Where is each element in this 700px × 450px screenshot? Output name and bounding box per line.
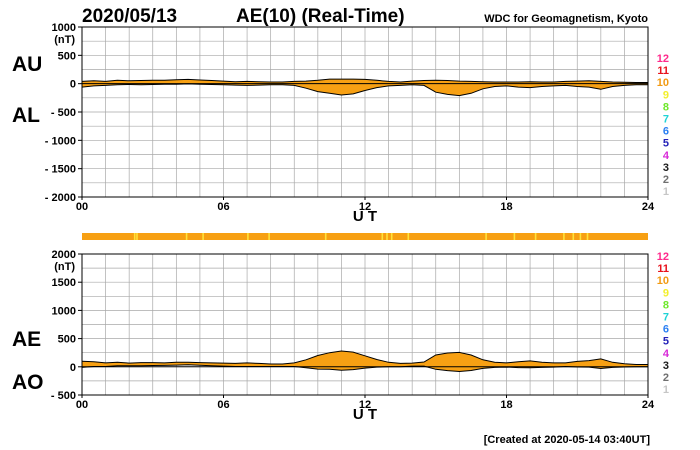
ae-ao-xtick-label: 12 <box>359 399 371 411</box>
coverage-highlight-tick <box>386 233 388 240</box>
au-al-xtick-label: 06 <box>217 201 229 213</box>
ae-ao-y-axis: 2000 1500 1000 500 0 - 500 <box>51 249 82 402</box>
ae-ao-xtick-label: 18 <box>500 399 512 411</box>
legend-level-12: 12 <box>657 53 669 65</box>
au-al-grid <box>82 27 648 197</box>
legend-level-8: 8 <box>663 299 669 311</box>
au-al-ytick-label: - 500 <box>51 107 76 119</box>
ae-ao-grid <box>82 254 648 395</box>
coverage-bar <box>82 233 648 240</box>
au-al-au-line <box>81 78 648 83</box>
ao-label: AO <box>12 371 44 394</box>
legend-level-7: 7 <box>663 114 669 126</box>
au-al-lines <box>81 78 648 97</box>
coverage-highlight-tick <box>133 233 136 240</box>
legend-level-6: 6 <box>663 324 669 336</box>
au-al-y-unit: (nT) <box>54 34 75 46</box>
au-al-xtick-label: 00 <box>76 201 88 213</box>
legend-level-1: 1 <box>663 186 669 198</box>
plot-date: 2020/05/13 <box>82 6 177 27</box>
legend-level-9: 9 <box>663 287 669 299</box>
ae-ao-ytick-label: 1000 <box>52 305 76 317</box>
au-al-y-axis: 1000 500 0 - 500 - 1000 - 1500 - 2000 <box>45 22 82 204</box>
ae-ao-x-label: U T <box>353 406 377 423</box>
legend-level-7: 7 <box>663 312 669 324</box>
au-al-xtick-label: 24 <box>642 201 655 213</box>
au-al-ytick-label: 500 <box>58 50 76 62</box>
coverage-highlight-tick <box>485 233 487 240</box>
ae-ao-ytick-label: 0 <box>70 362 76 374</box>
al-label: AL <box>12 104 40 127</box>
legend-level-3: 3 <box>663 360 669 372</box>
legend-level-3: 3 <box>663 162 669 174</box>
coverage-highlight-tick <box>324 233 327 240</box>
legend-level-6: 6 <box>663 126 669 138</box>
legend-level-5: 5 <box>663 336 669 348</box>
au-label: AU <box>12 53 42 76</box>
au-al-xtick-label: 18 <box>500 201 512 213</box>
legend-level-10: 10 <box>657 275 669 287</box>
coverage-highlight-tick <box>381 233 384 240</box>
legend-level-4: 4 <box>663 348 670 360</box>
coverage-highlight-tick <box>390 233 393 240</box>
legend-level-10: 10 <box>657 77 669 89</box>
au-al-al-line <box>81 83 648 97</box>
coverage-highlight-tick <box>202 233 204 240</box>
coverage-highlight-tick <box>586 233 589 240</box>
ae-ao-xtick-label: 00 <box>76 399 88 411</box>
ae-ao-x-axis: 00 06 12 18 24 <box>76 395 655 411</box>
coverage-highlight-tick <box>268 233 270 240</box>
coverage-highlight-tick <box>407 233 410 240</box>
ae-ao-ao-line <box>81 364 648 373</box>
station-coverage-strip <box>82 233 648 240</box>
au-al-x-axis: 00 06 12 18 24 <box>76 197 655 213</box>
au-al-ytick-label: - 2000 <box>45 192 76 204</box>
ae-label: AE <box>12 328 41 351</box>
legend-level-9: 9 <box>663 89 669 101</box>
index-title: AE(10) (Real-Time) <box>236 6 405 27</box>
coverage-highlight-tick <box>513 233 516 240</box>
legend-level-11: 11 <box>657 65 669 77</box>
au-al-x-label: U T <box>353 208 377 225</box>
au-al-xtick-label: 12 <box>359 201 371 213</box>
legend-level-2: 2 <box>663 372 669 384</box>
data-source: WDC for Geomagnetism, Kyoto <box>484 13 648 25</box>
ae-ao-ytick-label: 500 <box>58 334 76 346</box>
coverage-highlight-tick <box>247 233 249 240</box>
ae-ao-y-unit: (nT) <box>54 261 75 273</box>
coverage-highlight-tick <box>572 233 575 240</box>
legend-level-2: 2 <box>663 174 669 186</box>
coverage-highlight-tick <box>563 233 565 240</box>
legend-level-11: 11 <box>657 263 669 275</box>
au-al-ytick-label: - 1500 <box>45 164 76 176</box>
legend-level-8: 8 <box>663 101 669 113</box>
coverage-highlight-tick <box>534 233 537 240</box>
legend-level-1: 1 <box>663 384 669 396</box>
ae-ao-xtick-label: 24 <box>642 399 655 411</box>
au-al-ytick-label: 1000 <box>52 22 76 34</box>
ae-ao-ytick-label: 2000 <box>52 249 76 261</box>
coverage-highlight-tick <box>579 233 582 240</box>
ae-ao-lines <box>81 350 648 373</box>
created-timestamp: [Created at 2020-05-14 03:40UT] <box>484 434 651 446</box>
legend-level-4: 4 <box>663 150 670 162</box>
coverage-highlights <box>133 233 589 240</box>
legend-level-12: 12 <box>657 251 669 263</box>
coverage-highlight-tick <box>136 233 138 240</box>
ae-ao-ytick-label: 1500 <box>52 277 76 289</box>
au-al-ytick-label: 0 <box>70 79 76 91</box>
coverage-highlight-tick <box>185 233 188 240</box>
au-al-ytick-label: - 1000 <box>45 135 76 147</box>
ae-ao-ae-line <box>81 350 648 365</box>
ae-ao-ytick-label: - 500 <box>51 390 76 402</box>
legend-level-5: 5 <box>663 138 669 150</box>
ae-ao-xtick-label: 06 <box>217 399 229 411</box>
